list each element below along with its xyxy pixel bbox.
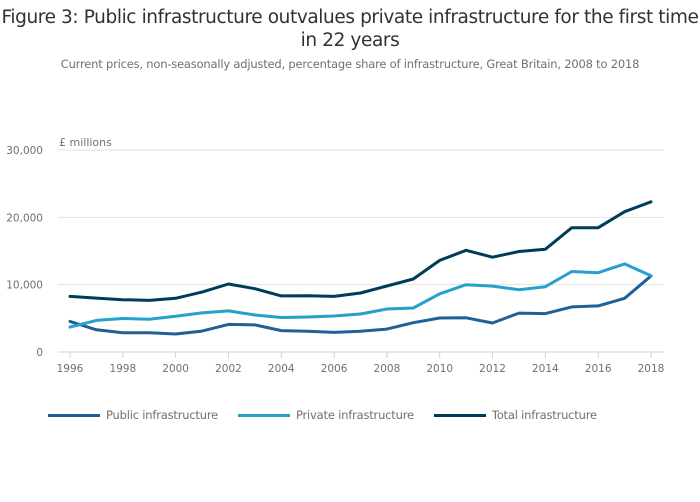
chart-subtitle: Current prices, non-seasonally adjusted,… bbox=[60, 57, 640, 71]
x-tick-label: 2014 bbox=[532, 363, 559, 375]
legend: Public infrastructure Private infrastruc… bbox=[48, 408, 617, 422]
y-axis-unit-label: £ millions bbox=[59, 136, 112, 149]
x-tick-label: 2010 bbox=[426, 363, 453, 375]
chart-title: Figure 3: Public infrastructure outvalue… bbox=[1, 7, 699, 51]
x-tick-label: 2006 bbox=[321, 363, 348, 375]
x-tick-label: 2008 bbox=[374, 363, 401, 375]
y-tick-label: 20,000 bbox=[6, 212, 43, 224]
legend-swatch-total bbox=[433, 413, 486, 417]
y-tick-label: 10,000 bbox=[6, 280, 43, 292]
y-tick-label: 0 bbox=[36, 347, 43, 359]
legend-label-total: Total infrastructure bbox=[491, 408, 597, 422]
gridlines bbox=[58, 149, 664, 286]
x-tick-label: 2004 bbox=[268, 363, 295, 375]
x-tick-label: 1998 bbox=[109, 363, 136, 375]
y-tick-label: 30,000 bbox=[6, 145, 43, 157]
y-axis: 0 10,000 20,000 30,000 bbox=[6, 145, 43, 359]
x-axis: 1996 1998 2000 2002 2004 2006 2008 2010 2012 2014… bbox=[57, 351, 665, 375]
legend-item-public[interactable]: Public infrastructure bbox=[48, 408, 218, 422]
legend-swatch-private bbox=[238, 413, 290, 417]
series-line-public[interactable] bbox=[68, 274, 653, 336]
x-tick-label: 2002 bbox=[215, 363, 242, 375]
x-tick-label: 2012 bbox=[479, 363, 506, 375]
series-lines bbox=[68, 200, 653, 336]
legend-item-total[interactable]: Total infrastructure bbox=[433, 408, 597, 422]
x-tick-label: 1996 bbox=[57, 363, 84, 375]
x-tick-label: 2016 bbox=[585, 363, 612, 375]
legend-label-private: Private infrastructure bbox=[296, 408, 414, 422]
x-tick-label: 2000 bbox=[162, 363, 189, 375]
series-line-private[interactable] bbox=[68, 262, 653, 329]
legend-item-private[interactable]: Private infrastructure bbox=[238, 408, 414, 422]
legend-swatch-public bbox=[48, 413, 100, 417]
series-line-total[interactable] bbox=[68, 200, 653, 302]
legend-label-public: Public infrastructure bbox=[106, 408, 218, 422]
x-tick-label: 2018 bbox=[638, 363, 665, 375]
